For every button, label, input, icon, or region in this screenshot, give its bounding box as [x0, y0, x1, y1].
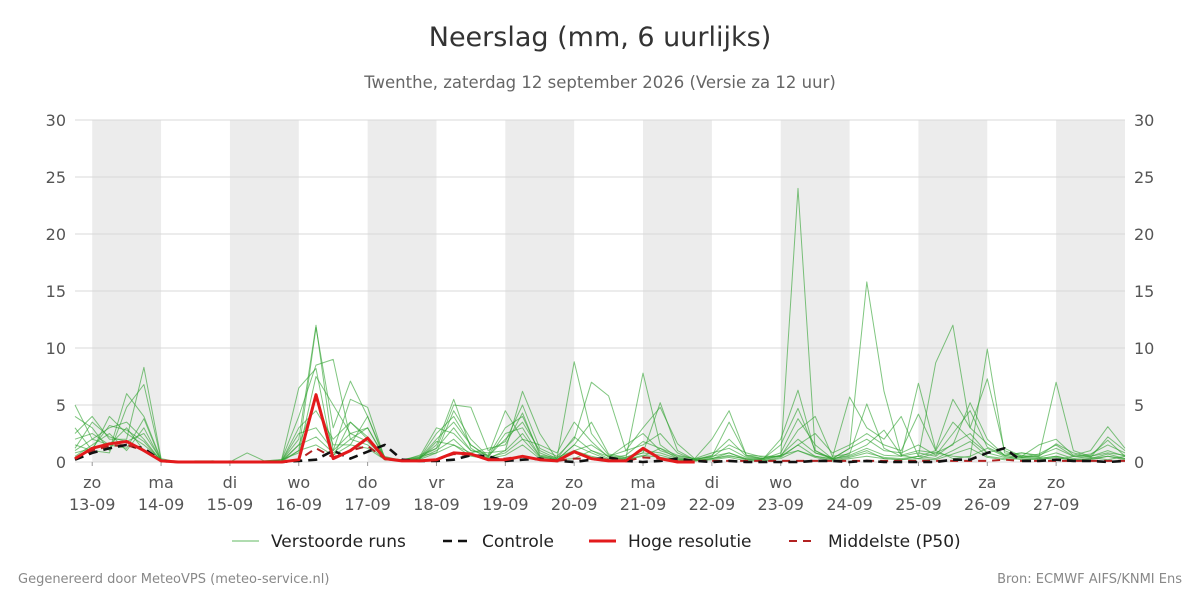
legend-control-label: Controle: [482, 532, 554, 552]
x-tick-day: wo: [287, 473, 310, 492]
x-tick-day: za: [496, 473, 514, 492]
y-tick-label: 30: [1134, 111, 1154, 130]
x-tick-date: 24-09: [826, 495, 873, 514]
x-tick-date: 13-09: [69, 495, 116, 514]
x-tick-date: 20-09: [551, 495, 598, 514]
high-resolution-line: [74, 393, 695, 464]
y-tick-label: 20: [1134, 225, 1154, 244]
ensemble-member-line: [74, 324, 1126, 463]
x-tick-day: do: [358, 473, 378, 492]
legend-ensemble-label: Verstoorde runs: [271, 532, 406, 552]
x-tick-day: zo: [83, 473, 101, 492]
y-tick-label: 15: [46, 282, 66, 301]
x-tick-day: di: [705, 473, 720, 492]
x-tick-date: 26-09: [964, 495, 1011, 514]
x-tick-date: 23-09: [757, 495, 804, 514]
y-tick-label: 25: [46, 168, 66, 187]
x-tick-day: wo: [769, 473, 792, 492]
chart-subtitle: Twenthe, zaterdag 12 september 2026 (Ver…: [364, 73, 836, 92]
y-tick-label: 5: [56, 396, 66, 415]
x-tick-date: 19-09: [482, 495, 529, 514]
y-tick-label: 25: [1134, 168, 1154, 187]
y-tick-label: 10: [46, 339, 66, 358]
chart-title: Neerslag (mm, 6 uurlijks): [428, 22, 772, 53]
x-tick-date: 27-09: [1033, 495, 1080, 514]
x-tick-date: 25-09: [895, 495, 942, 514]
x-tick-date: 18-09: [413, 495, 460, 514]
x-tick-date: 22-09: [689, 495, 736, 514]
x-tick-day: zo: [565, 473, 583, 492]
footer-source: Bron: ECMWF AIFS/KNMI Ens: [997, 572, 1182, 587]
y-axis-right: 0 5 10 15 20 25 30: [1134, 111, 1154, 472]
y-tick-label: 20: [46, 225, 66, 244]
footer-credit: Gegenereerd door MeteoVPS (meteo-service…: [18, 572, 330, 587]
x-tick-date: 21-09: [620, 495, 667, 514]
x-tick-date: 15-09: [207, 495, 254, 514]
legend-high-resolution-label: Hoge resolutie: [628, 532, 752, 552]
x-tick-day: ma: [630, 473, 655, 492]
x-tick-day: do: [840, 473, 860, 492]
x-tick-day: di: [223, 473, 238, 492]
main-series-lines: [74, 393, 1126, 464]
x-tick-date: 16-09: [276, 495, 323, 514]
x-tick-day: za: [978, 473, 996, 492]
y-tick-label: 5: [1134, 396, 1144, 415]
legend-median-label: Middelste (P50): [828, 532, 961, 552]
x-tick-day: ma: [148, 473, 173, 492]
legend: Verstoorde runs Controle Hoge resolutie Mid…: [232, 532, 961, 552]
y-axis-left: 0 5 10 15 20 25 30: [46, 111, 66, 472]
x-tick-date: 14-09: [138, 495, 185, 514]
y-tick-label: 0: [1134, 453, 1144, 472]
x-axis: zo 13-09 ma 14-09 di 15-09 wo 16-09 do 17-09 vr 18-…: [69, 462, 1079, 514]
x-tick-day: vr: [910, 473, 926, 492]
y-tick-label: 30: [46, 111, 66, 130]
x-tick-day: vr: [428, 473, 444, 492]
y-tick-label: 10: [1134, 339, 1154, 358]
x-tick-date: 17-09: [344, 495, 391, 514]
y-tick-label: 0: [56, 453, 66, 472]
x-tick-day: zo: [1047, 473, 1065, 492]
y-tick-label: 15: [1134, 282, 1154, 301]
